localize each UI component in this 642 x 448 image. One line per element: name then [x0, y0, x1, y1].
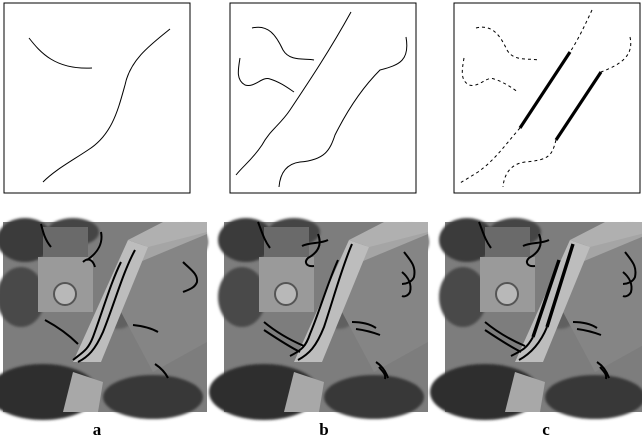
- panel-b-photo: [209, 218, 429, 420]
- panel-label-b: b: [319, 420, 329, 439]
- panel-c-top: [453, 2, 641, 194]
- panel-a-photo: [0, 218, 208, 420]
- panel-c-photo: [430, 218, 642, 420]
- panel-label-c: c: [542, 420, 550, 439]
- panel-label-a: a: [92, 420, 102, 439]
- panel-b-top: [229, 2, 417, 194]
- panel-a-top: [3, 2, 191, 194]
